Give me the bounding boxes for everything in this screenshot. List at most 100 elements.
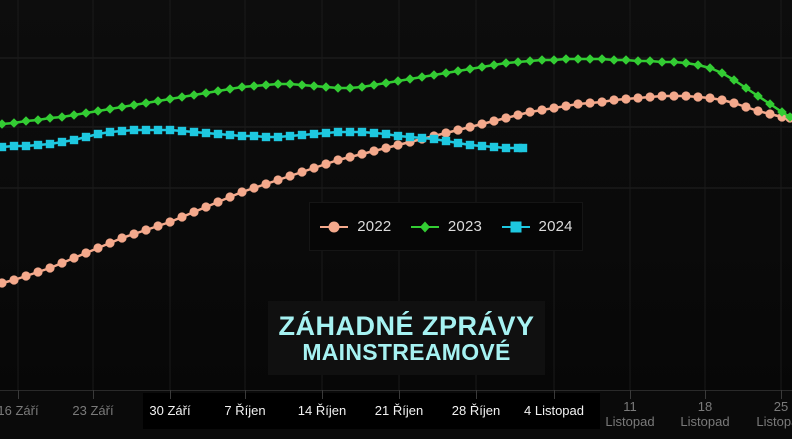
x-axis-label-10[interactable]: 25Listopad	[756, 399, 792, 429]
x-axis-label-5[interactable]: 21 Říjen	[375, 403, 423, 418]
series-marker-2024	[321, 128, 331, 138]
series-marker-2023	[9, 118, 19, 128]
series-marker-2023	[0, 119, 7, 129]
series-marker-2022	[69, 253, 79, 263]
series-marker-2022	[597, 97, 607, 107]
series-marker-2024	[129, 125, 139, 135]
series-marker-2022	[549, 103, 559, 113]
series-marker-2023	[117, 102, 127, 112]
series-marker-2022	[129, 229, 139, 239]
x-axis-label-7[interactable]: 4 Listopad	[524, 403, 584, 418]
x-axis-label-2[interactable]: 30 Září	[149, 403, 190, 418]
x-axis-label-line: Listopad	[680, 414, 730, 429]
series-marker-2024	[381, 129, 391, 139]
series-marker-2024	[345, 127, 355, 137]
series-marker-2023	[549, 55, 559, 65]
x-axis-label-line: 4 Listopad	[524, 403, 584, 418]
series-marker-2024	[518, 143, 528, 153]
legend-marker-diamond-icon	[410, 221, 439, 232]
series-marker-2024	[249, 131, 259, 141]
series-marker-2023	[189, 90, 199, 100]
series-marker-2023	[93, 106, 103, 116]
series-marker-2023	[525, 56, 535, 66]
x-axis-tick	[245, 390, 246, 399]
series-marker-2024	[393, 131, 403, 141]
legend-item-2022[interactable]: 2022	[319, 218, 391, 235]
x-axis-label-line: 11	[623, 399, 637, 414]
series-marker-2022	[285, 171, 295, 181]
series-marker-2024	[21, 141, 31, 151]
series-marker-2024	[333, 127, 343, 137]
x-axis-label-line: 23 Září	[72, 403, 114, 418]
series-marker-2023	[141, 98, 151, 108]
series-2022	[0, 91, 792, 288]
legend-item-2023[interactable]: 2023	[410, 218, 482, 235]
x-axis-tick	[630, 390, 631, 399]
series-marker-2024	[429, 134, 439, 144]
series-marker-2023	[273, 79, 283, 89]
series-marker-2022	[693, 92, 703, 102]
series-marker-2023	[573, 54, 583, 64]
series-marker-2023	[129, 100, 139, 110]
x-axis-label-0[interactable]: 16 Září	[0, 403, 39, 418]
series-marker-2023	[321, 82, 331, 92]
series-marker-2022	[249, 183, 259, 193]
series-marker-2023	[597, 54, 607, 64]
series-marker-2022	[21, 271, 31, 281]
legend-label-2024: 2024	[538, 218, 573, 235]
x-axis-label-6[interactable]: 28 Říjen	[452, 403, 500, 418]
series-marker-2022	[357, 149, 367, 159]
series-marker-2024	[309, 129, 319, 139]
series-marker-2022	[681, 91, 691, 101]
x-axis-label-line: 30 Září	[149, 403, 191, 418]
series-marker-2023	[381, 78, 391, 88]
series-marker-2023	[785, 112, 792, 122]
series-marker-2022	[729, 98, 739, 108]
chart-legend[interactable]: 2022 2023 2024	[310, 203, 582, 250]
series-marker-2022	[189, 207, 199, 217]
series-marker-2023	[285, 79, 295, 89]
x-axis-label-9[interactable]: 18 Listopad	[680, 399, 729, 429]
series-marker-2024	[81, 132, 91, 142]
series-marker-2022	[453, 125, 463, 135]
series-marker-2024	[177, 126, 187, 136]
series-marker-2024	[153, 125, 163, 135]
x-axis-label-8[interactable]: 11 Listopad	[605, 399, 654, 429]
series-marker-2022	[45, 263, 55, 273]
series-marker-2022	[477, 119, 487, 129]
series-marker-2024	[69, 135, 79, 145]
series-marker-2022	[393, 140, 403, 150]
series-marker-2023	[369, 80, 379, 90]
series-marker-2023	[165, 94, 175, 104]
overlay-title-line1: ZÁHADNÉ ZPRÁVY	[278, 310, 535, 341]
series-marker-2023	[777, 107, 787, 117]
series-marker-2024	[357, 127, 367, 137]
x-axis-label-1[interactable]: 23 Září	[72, 403, 113, 418]
series-marker-2022	[513, 110, 523, 120]
series-marker-2022	[273, 175, 283, 185]
series-marker-2023	[585, 54, 595, 64]
x-axis-label-4[interactable]: 14 Říjen	[298, 403, 346, 418]
series-marker-2022	[309, 163, 319, 173]
x-axis-tick	[781, 390, 782, 399]
series-marker-2023	[261, 80, 271, 90]
series-marker-2023	[561, 54, 571, 64]
series-marker-2023	[249, 81, 259, 91]
series-marker-2022	[489, 116, 499, 126]
x-axis-tick	[705, 390, 706, 399]
x-axis-label-3[interactable]: 7 Říjen	[224, 403, 265, 418]
series-marker-2023	[441, 68, 451, 78]
legend-item-2024[interactable]: 2024	[501, 218, 573, 235]
x-axis-tick	[322, 390, 323, 399]
series-marker-2023	[357, 82, 367, 92]
series-line-2023	[0, 57, 792, 126]
series-marker-2023	[69, 110, 79, 120]
overlay-title-line2: MAINSTREAMOVÉ	[302, 339, 511, 366]
series-marker-2022	[201, 202, 211, 212]
series-marker-2022	[585, 98, 595, 108]
series-marker-2022	[0, 278, 7, 288]
series-marker-2024	[189, 127, 199, 137]
series-marker-2022	[9, 275, 19, 285]
x-axis-label-line: 21 Říjen	[374, 403, 424, 418]
x-axis-selection-band[interactable]	[143, 393, 600, 429]
